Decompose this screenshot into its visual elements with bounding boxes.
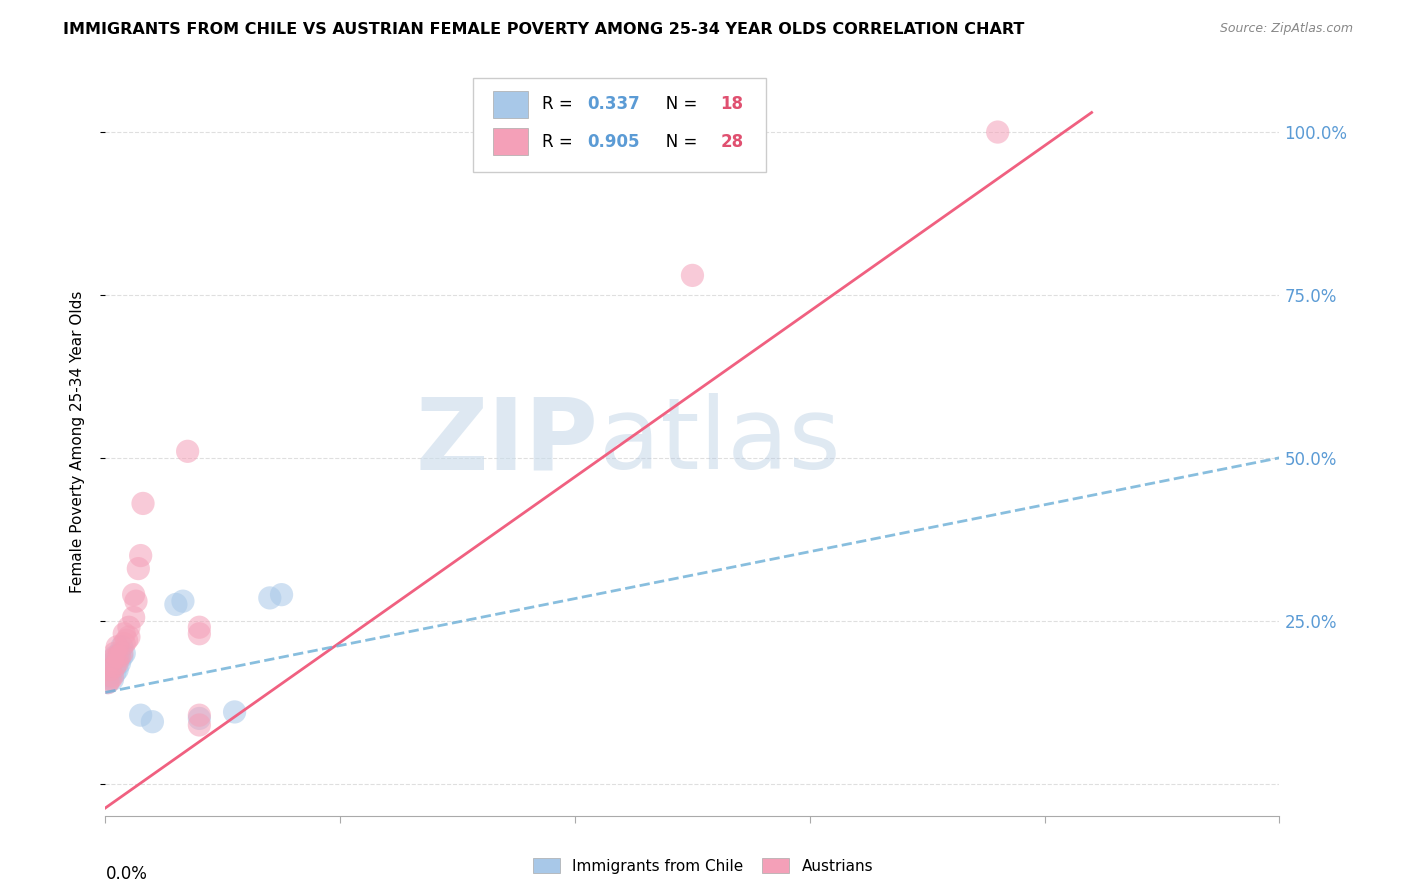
Point (122, 588, 145, 602)
Point (188, 718, 211, 732)
FancyBboxPatch shape (494, 91, 529, 118)
Point (188, 711, 211, 725)
Text: R =: R = (543, 95, 578, 113)
Point (111, 646, 134, 660)
Point (101, 663, 124, 677)
Text: 0.337: 0.337 (586, 95, 640, 113)
Point (129, 708, 152, 723)
Point (115, 633, 138, 648)
Point (98, 673, 121, 687)
Text: R =: R = (543, 133, 578, 151)
Point (105, 649, 128, 664)
Point (104, 646, 127, 660)
FancyBboxPatch shape (472, 78, 766, 172)
Text: 28: 28 (721, 133, 744, 151)
Point (101, 673, 124, 687)
Point (188, 620, 211, 634)
Point (101, 669, 124, 683)
Point (987, 125, 1010, 139)
FancyBboxPatch shape (494, 128, 529, 155)
Point (104, 659, 127, 673)
Point (98, 663, 121, 677)
Point (122, 610, 145, 624)
Text: N =: N = (650, 95, 703, 113)
Point (224, 705, 246, 719)
Text: ZIP: ZIP (416, 393, 599, 490)
Point (129, 549, 152, 563)
Point (105, 640, 128, 654)
Point (105, 663, 128, 677)
Point (172, 594, 194, 608)
Point (104, 649, 127, 664)
Point (101, 656, 124, 670)
Legend: Immigrants from Chile, Austrians: Immigrants from Chile, Austrians (527, 852, 879, 880)
Point (111, 649, 134, 664)
Text: 0.0%: 0.0% (105, 865, 148, 883)
Point (118, 620, 141, 634)
Text: N =: N = (650, 133, 703, 151)
Point (104, 665, 127, 680)
Y-axis label: Female Poverty Among 25-34 Year Olds: Female Poverty Among 25-34 Year Olds (70, 291, 84, 592)
Text: 18: 18 (721, 95, 744, 113)
Point (97, 675, 120, 690)
Point (118, 630, 141, 644)
Point (98, 663, 121, 677)
Point (111, 640, 134, 654)
Point (108, 656, 131, 670)
Point (105, 656, 128, 670)
Point (127, 561, 149, 575)
Point (108, 646, 131, 660)
Point (141, 714, 163, 729)
Point (101, 653, 124, 667)
Point (682, 268, 704, 283)
Point (270, 588, 292, 602)
Point (112, 626, 135, 640)
Text: IMMIGRANTS FROM CHILE VS AUSTRIAN FEMALE POVERTY AMONG 25-34 YEAR OLDS CORRELATI: IMMIGRANTS FROM CHILE VS AUSTRIAN FEMALE… (63, 22, 1025, 37)
Point (176, 444, 198, 458)
Point (132, 496, 155, 510)
Text: 0.905: 0.905 (586, 133, 640, 151)
Point (125, 594, 148, 608)
Point (105, 653, 128, 667)
Point (188, 708, 211, 723)
Point (165, 598, 187, 612)
Text: atlas: atlas (599, 393, 841, 490)
Point (112, 636, 135, 650)
Point (97, 675, 120, 690)
Point (98, 669, 121, 683)
Point (104, 659, 127, 673)
Text: Source: ZipAtlas.com: Source: ZipAtlas.com (1219, 22, 1353, 36)
Point (112, 646, 135, 660)
Point (108, 649, 131, 664)
Point (259, 591, 281, 605)
Point (188, 626, 211, 640)
